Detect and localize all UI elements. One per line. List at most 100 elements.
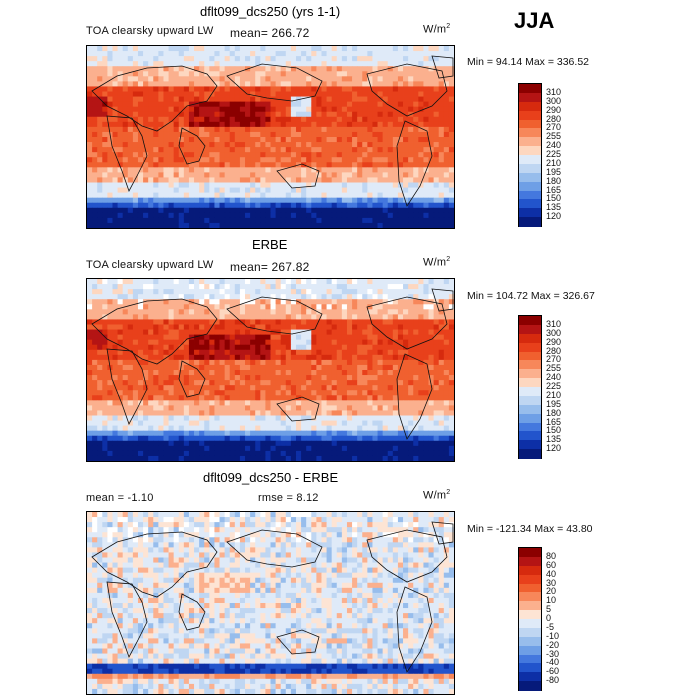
map-cell xyxy=(362,46,368,52)
map-cell xyxy=(443,349,450,356)
map-cell xyxy=(433,182,440,188)
map-cell xyxy=(97,344,103,351)
map-cell xyxy=(173,147,180,153)
map-cell xyxy=(280,131,287,138)
map-cell xyxy=(418,192,424,199)
map-cell xyxy=(219,222,226,228)
map-cell xyxy=(239,334,246,341)
map-cell xyxy=(97,370,103,376)
map-cell xyxy=(214,192,220,199)
map-cell xyxy=(301,197,307,204)
map-cell xyxy=(408,222,414,228)
map-cell xyxy=(173,435,180,442)
map-cell xyxy=(443,395,450,401)
map-cell xyxy=(209,167,215,173)
map-cell xyxy=(408,370,414,376)
map-cell xyxy=(438,142,445,148)
map-cell xyxy=(301,157,307,163)
map-cell xyxy=(153,212,159,219)
map-cell xyxy=(173,172,180,178)
map-cell xyxy=(199,172,205,178)
map-cell xyxy=(112,334,118,341)
map-cell xyxy=(153,430,159,437)
map-cell xyxy=(316,364,322,371)
map-cell xyxy=(413,284,419,290)
map-cell xyxy=(137,197,144,204)
map-cell xyxy=(209,111,215,118)
map-cell xyxy=(137,359,144,366)
map-cell xyxy=(428,167,435,173)
map-cell xyxy=(245,142,251,148)
map-cell xyxy=(377,334,384,341)
map-cell xyxy=(194,420,200,427)
map-cell xyxy=(403,116,409,123)
map-cell xyxy=(377,304,384,310)
map-cell xyxy=(112,344,118,351)
map-cell xyxy=(316,359,322,366)
map-cell xyxy=(362,415,368,421)
map-cell xyxy=(423,364,429,371)
map-cell xyxy=(392,222,399,228)
map-cell xyxy=(92,405,98,411)
map-cell xyxy=(290,71,297,77)
map-cell xyxy=(143,385,149,391)
map-cell xyxy=(158,329,164,336)
map-cell xyxy=(331,359,338,366)
map-cell xyxy=(158,157,164,163)
map-cell xyxy=(229,157,236,163)
map-cell xyxy=(316,420,322,427)
map-cell xyxy=(122,142,129,148)
map-cell xyxy=(448,116,454,123)
map-cell xyxy=(173,405,180,411)
map-cell xyxy=(341,339,348,346)
map-cell xyxy=(188,279,195,285)
map-cell xyxy=(265,116,271,123)
map-cell xyxy=(346,425,353,432)
map-cell xyxy=(433,390,440,396)
map-cell xyxy=(352,405,358,411)
map-cell xyxy=(321,116,327,123)
map-cell xyxy=(229,61,236,67)
map-cell xyxy=(183,390,190,396)
map-cell xyxy=(448,111,454,118)
map-cell xyxy=(331,61,338,67)
map-cell xyxy=(316,380,322,386)
map-cell xyxy=(336,137,343,143)
map-cell xyxy=(245,415,251,421)
map-cell xyxy=(92,197,98,204)
map-cell xyxy=(178,197,185,204)
map-cell xyxy=(107,370,113,376)
map-cell xyxy=(418,299,424,305)
map-cell xyxy=(255,91,261,97)
map-cell xyxy=(163,187,169,194)
map-cell xyxy=(392,81,399,87)
map-cell xyxy=(209,142,215,148)
map-cell xyxy=(382,96,389,103)
map-cell xyxy=(265,51,271,57)
map-cell xyxy=(377,289,384,295)
map-cell xyxy=(163,222,169,228)
map-cell xyxy=(352,116,358,123)
map-cell xyxy=(188,197,195,204)
map-cell xyxy=(306,395,312,401)
map-cell xyxy=(357,430,363,437)
map-cell xyxy=(153,354,159,361)
map-cell xyxy=(428,359,435,366)
map-cell xyxy=(372,375,378,381)
map-cell xyxy=(433,131,440,138)
map-cell xyxy=(387,86,394,92)
map-cell xyxy=(158,405,164,411)
map-cell xyxy=(357,279,363,285)
map-cell xyxy=(387,162,394,168)
map-cell xyxy=(97,106,103,113)
map-cell xyxy=(448,354,454,361)
map-cell xyxy=(97,172,103,178)
map-cell xyxy=(92,121,98,128)
map-cell xyxy=(219,405,226,411)
map-cell xyxy=(178,425,185,432)
map-cell xyxy=(199,420,205,427)
map-cell xyxy=(433,106,440,113)
map-cell xyxy=(367,380,373,386)
map-cell xyxy=(168,354,175,361)
map-cell xyxy=(301,370,307,376)
